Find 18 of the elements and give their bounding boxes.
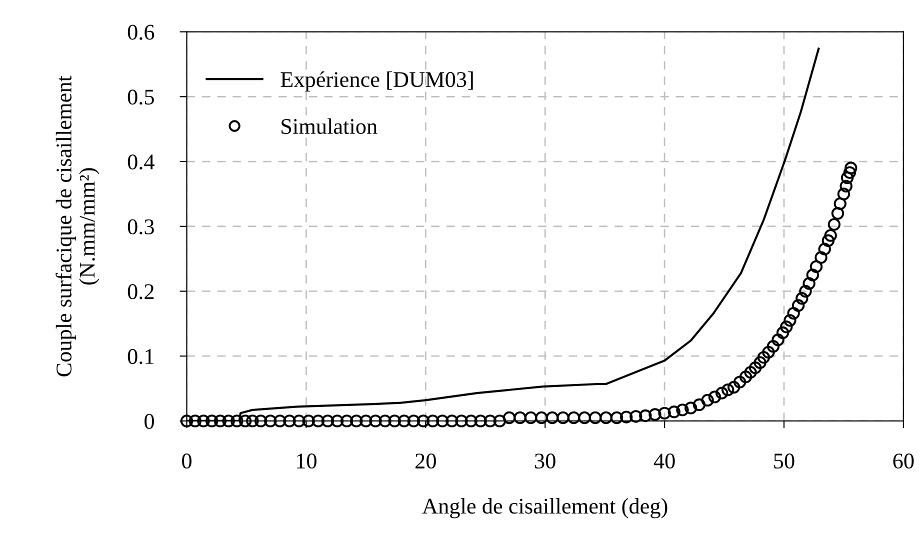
y-tick-label: 0.4 bbox=[128, 154, 154, 170]
x-tick-label: 10 bbox=[297, 454, 316, 469]
y-tick-label: 0.1 bbox=[128, 349, 154, 364]
y-tick-label: 0.6 bbox=[128, 24, 154, 40]
x-tick-label: 0 bbox=[182, 454, 192, 469]
y-tick-label: 0.2 bbox=[128, 284, 154, 300]
y-tick-label: 0.3 bbox=[128, 219, 154, 234]
x-axis-title: Angle de cisaillement (deg) bbox=[422, 498, 668, 518]
legend-label: Simulation bbox=[282, 118, 378, 134]
x-tick-label: 60 bbox=[893, 454, 914, 469]
x-tick-label: 30 bbox=[535, 454, 556, 469]
y-tick-label: 0.5 bbox=[128, 90, 154, 105]
y-tick-label: 0 bbox=[144, 414, 154, 429]
x-tick-label: 40 bbox=[654, 454, 675, 469]
x-tick-label: 20 bbox=[416, 454, 436, 469]
y-axis-title: Couple surfacique de cisaillement (N.mm/mm²) bbox=[56, 76, 100, 376]
legend-label: Expérience [DUM03] bbox=[280, 71, 473, 92]
x-tick-label: 50 bbox=[774, 454, 794, 469]
